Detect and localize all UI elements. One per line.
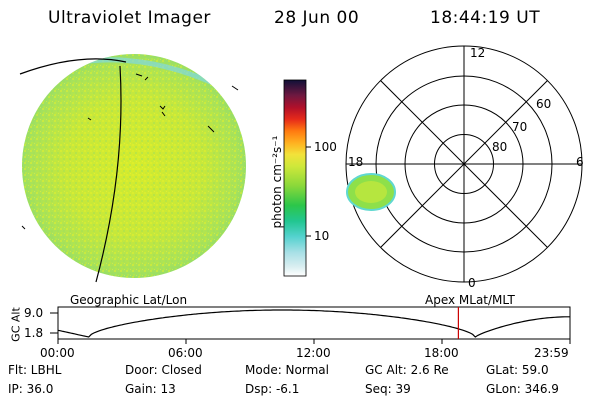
timeline-tick-label: 00:00 <box>40 346 75 360</box>
polar-mlt-18: 18 <box>348 155 364 169</box>
polar-lat-70: 70 <box>512 120 528 134</box>
timeline-y-max: 9.0 <box>24 306 44 320</box>
info-dsp: Dsp: -6.1 <box>245 382 300 396</box>
uv-earth-image <box>22 54 246 278</box>
info-flt: Flt: LBHL <box>8 363 62 377</box>
date-label: 28 Jun 00 <box>274 8 360 28</box>
polar-mlt-6: 6 <box>576 155 584 169</box>
timeline-axis-label: GC Alt <box>9 307 23 342</box>
info-seq: Seq: 39 <box>365 382 411 396</box>
info-glat: GLat: 59.0 <box>486 363 549 377</box>
timeline-tick-label: 12:00 <box>296 346 331 360</box>
info-gcalt: GC Alt: 2.6 Re <box>365 363 449 377</box>
timeline-right-title: Apex MLat/MLT <box>425 293 515 307</box>
info-gain: Gain: 13 <box>125 382 176 396</box>
polar-mlt-0: 0 <box>468 276 476 290</box>
polar-lat-80: 80 <box>492 140 508 154</box>
limb-arc <box>19 58 127 75</box>
orbit-altitude-curve <box>57 309 570 338</box>
colorbar-units-label: photon cm⁻²s⁻¹ <box>270 135 284 229</box>
info-door: Door: Closed <box>125 363 202 377</box>
timeline-tick-label: 23:59 <box>534 346 569 360</box>
info-glon: GLon: 346.9 <box>486 382 559 396</box>
colorbar-tick-10: 10 <box>314 229 330 243</box>
coastline-fragments <box>21 73 239 230</box>
timeline-tick-label: 18:00 <box>424 346 459 360</box>
info-mode: Mode: Normal <box>245 363 329 377</box>
time-label: 18:44:19 UT <box>430 8 541 28</box>
colorbar-tick-100: 100 <box>314 140 337 154</box>
timeline-tick-label: 06:00 <box>168 346 203 360</box>
polar-grid <box>345 45 583 283</box>
terminator-line <box>95 65 122 283</box>
timeline-ticks <box>57 339 571 344</box>
info-ip: IP: 36.0 <box>8 382 54 396</box>
instrument-title: Ultraviolet Imager <box>48 8 211 28</box>
polar-lat-60: 60 <box>536 97 552 111</box>
timeline-y-min: 1.8 <box>24 326 44 340</box>
polar-mlt-12: 12 <box>470 46 486 60</box>
colorbar <box>283 79 311 277</box>
timeline-left-title: Geographic Lat/Lon <box>70 293 188 307</box>
